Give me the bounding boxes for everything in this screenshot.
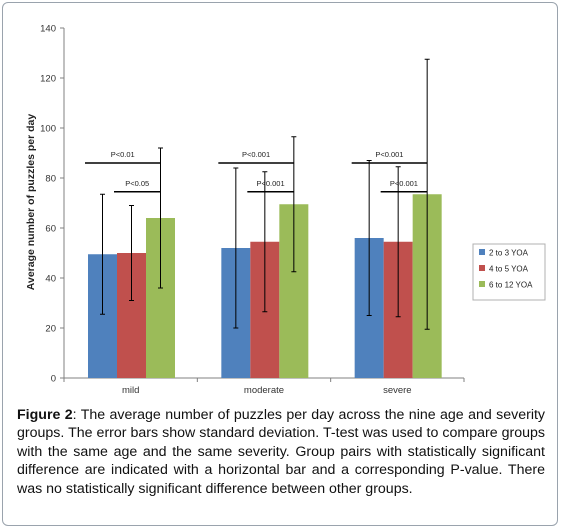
legend: 2 to 3 YOA 4 to 5 YOA 6 to 12 YOA [472,243,546,301]
y-tick-label: 140 [40,24,56,35]
legend-swatch [479,281,485,287]
y-axis-label: Average number of puzzles per day [25,114,37,291]
bar-chart: P<0.01 P<0.05 P<0.001 P<0.001 P<0.001 P<0.001… [25,24,546,396]
y-tick-label: 120 [40,74,56,85]
legend-label: 2 to 3 YOA [489,249,529,258]
x-tick-label: moderate [244,385,284,396]
x-tick-label: severe [383,385,412,396]
legend-label: 6 to 12 YOA [489,281,533,290]
y-tick-label: 80 [45,174,56,185]
y-tick-label: 40 [45,274,56,285]
caption-label: Figure 2 [17,407,73,423]
significance-label: P<0.001 [375,150,403,159]
significance-label: P<0.001 [390,179,418,188]
significance-label: P<0.001 [242,150,270,159]
legend-swatch [479,249,485,255]
y-tick-label: 0 [51,374,56,385]
significance-label: P<0.05 [125,179,149,188]
caption-text: : The average number of puzzles per day … [17,407,546,497]
x-tick-label: mild [122,385,139,396]
significance-label: P<0.01 [111,150,135,159]
y-tick-label: 60 [45,224,56,235]
legend-swatch [479,265,485,271]
legend-label: 4 to 5 YOA [489,265,529,274]
figure-caption: Figure 2: The average number of puzzles … [17,406,545,498]
significance-label: P<0.001 [257,179,285,188]
y-tick-label: 20 [45,324,56,335]
y-tick-label: 100 [40,124,56,135]
